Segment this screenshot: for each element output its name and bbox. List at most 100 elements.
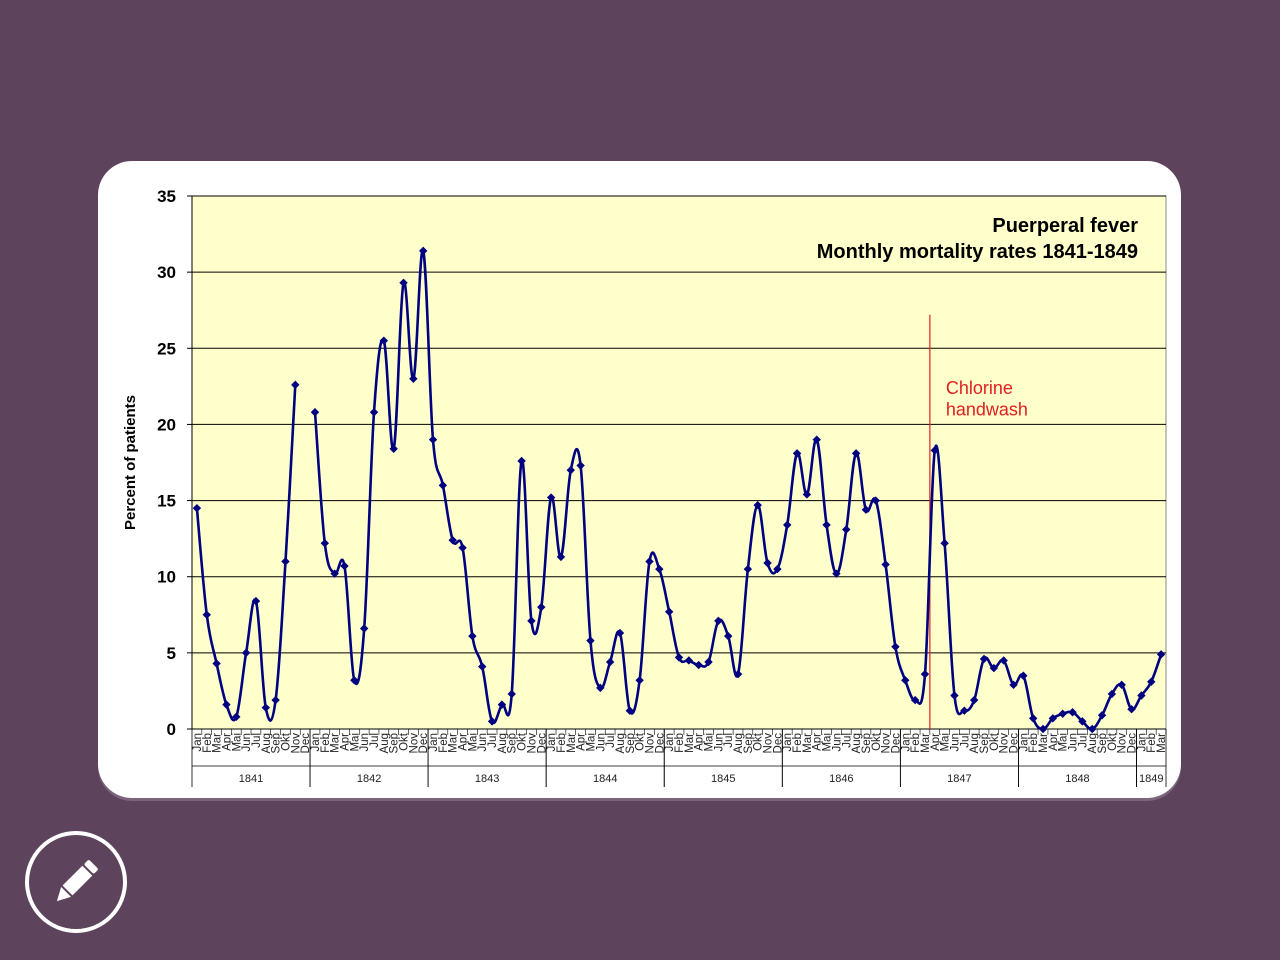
data-point — [635, 676, 644, 685]
month-label: Jun — [477, 733, 489, 752]
edit-button[interactable] — [25, 831, 127, 933]
month-label: Mar — [920, 733, 932, 753]
month-label: Jul — [487, 733, 499, 748]
month-label: Jun — [949, 733, 961, 752]
data-point — [1048, 714, 1058, 723]
month-label: Jun — [359, 733, 371, 752]
month-label: Sep — [979, 733, 991, 753]
month-label: Feb — [320, 733, 332, 753]
year-label: 1845 — [711, 773, 735, 785]
month-label: Sep — [625, 733, 637, 753]
month-label: Jan — [782, 733, 794, 752]
month-label: Mar — [802, 733, 814, 753]
month-label: Jun — [241, 733, 253, 752]
month-label: Nov — [526, 733, 538, 754]
month-label: Apr — [339, 733, 351, 751]
month-label: Sep — [743, 733, 755, 753]
data-point — [1088, 724, 1097, 734]
data-point — [1147, 677, 1156, 686]
data-point — [960, 706, 969, 715]
x-axis: JanFebMarAprMaiJunJulAugSepOktNovDec1841… — [191, 728, 1168, 787]
month-label: Okt — [1107, 732, 1119, 751]
month-label: Dec — [300, 733, 312, 754]
month-label: Dec — [1127, 733, 1139, 754]
month-label: Sep — [507, 733, 519, 753]
data-point — [704, 657, 713, 667]
month-label: Jul — [605, 733, 617, 748]
data-point — [310, 408, 320, 417]
data-point — [950, 691, 959, 700]
month-label: Mar — [330, 733, 342, 753]
month-label: Dec — [418, 733, 430, 754]
year-label: 1844 — [593, 773, 617, 785]
data-point — [399, 278, 408, 288]
month-label: Mai — [1058, 733, 1070, 752]
data-point — [507, 689, 516, 699]
month-label: Sep — [1097, 733, 1109, 753]
month-label: Feb — [556, 733, 568, 753]
month-label: Okt — [517, 732, 529, 751]
data-point — [999, 656, 1008, 665]
month-label: Jul — [369, 733, 381, 748]
month-label: Nov — [408, 733, 420, 754]
month-label: Aug — [261, 733, 273, 753]
y-axis: 0 5 10 15 20 25 30 35 — [157, 187, 193, 739]
month-label: Jul — [841, 733, 853, 748]
data-point — [359, 624, 369, 633]
data-point — [940, 539, 949, 548]
data-point — [832, 569, 841, 578]
data-point — [743, 564, 753, 574]
month-label: Mai — [940, 733, 952, 752]
month-label: Mar — [684, 733, 696, 753]
data-point — [438, 481, 448, 490]
month-label: Jan — [664, 733, 676, 752]
data-point — [1137, 691, 1146, 700]
month-label: Mai — [231, 733, 243, 752]
month-label: Jan — [310, 733, 322, 752]
month-label: Nov — [1117, 733, 1129, 754]
data-point — [842, 525, 851, 534]
month-label: Jul — [251, 733, 263, 748]
data-point — [930, 446, 939, 455]
month-label: Okt — [989, 732, 1001, 751]
year-label: 1848 — [1065, 773, 1089, 785]
month-label: Okt — [871, 732, 883, 751]
month-label: Feb — [1146, 733, 1158, 753]
month-label: Feb — [792, 733, 804, 753]
data-point — [1097, 711, 1107, 720]
data-point — [1117, 680, 1126, 690]
month-label: Nov — [763, 733, 775, 754]
data-point — [369, 408, 379, 417]
data-point — [1038, 724, 1048, 734]
data-point — [1107, 689, 1117, 699]
y-axis-label: Percent of patients — [122, 395, 139, 530]
data-point — [871, 496, 880, 505]
month-label: Okt — [635, 732, 647, 751]
data-point — [802, 490, 812, 499]
month-label: Mai — [585, 733, 597, 752]
annotation-line-2: handwash — [946, 399, 1028, 419]
month-label: Jan — [192, 733, 204, 752]
data-point — [1009, 680, 1018, 690]
month-label: Aug — [733, 733, 745, 753]
data-point — [320, 539, 330, 548]
month-label: Apr — [1048, 733, 1060, 751]
data-point — [969, 695, 979, 705]
month-label: Jan — [1018, 733, 1030, 752]
data-point — [1019, 671, 1028, 680]
month-label: Jun — [595, 733, 607, 752]
month-label: Dec — [772, 733, 784, 754]
data-point — [497, 700, 507, 709]
data-point — [330, 569, 339, 578]
data-point — [812, 435, 821, 444]
data-point — [655, 564, 664, 574]
month-label: Jun — [713, 733, 725, 752]
month-label: Jun — [831, 733, 843, 752]
data-point — [773, 564, 782, 574]
year-label: 1847 — [947, 773, 971, 785]
data-point — [468, 631, 477, 641]
data-point — [733, 669, 743, 679]
data-point — [1156, 650, 1166, 659]
month-label: Apr — [812, 733, 824, 751]
data-point — [1127, 705, 1136, 714]
